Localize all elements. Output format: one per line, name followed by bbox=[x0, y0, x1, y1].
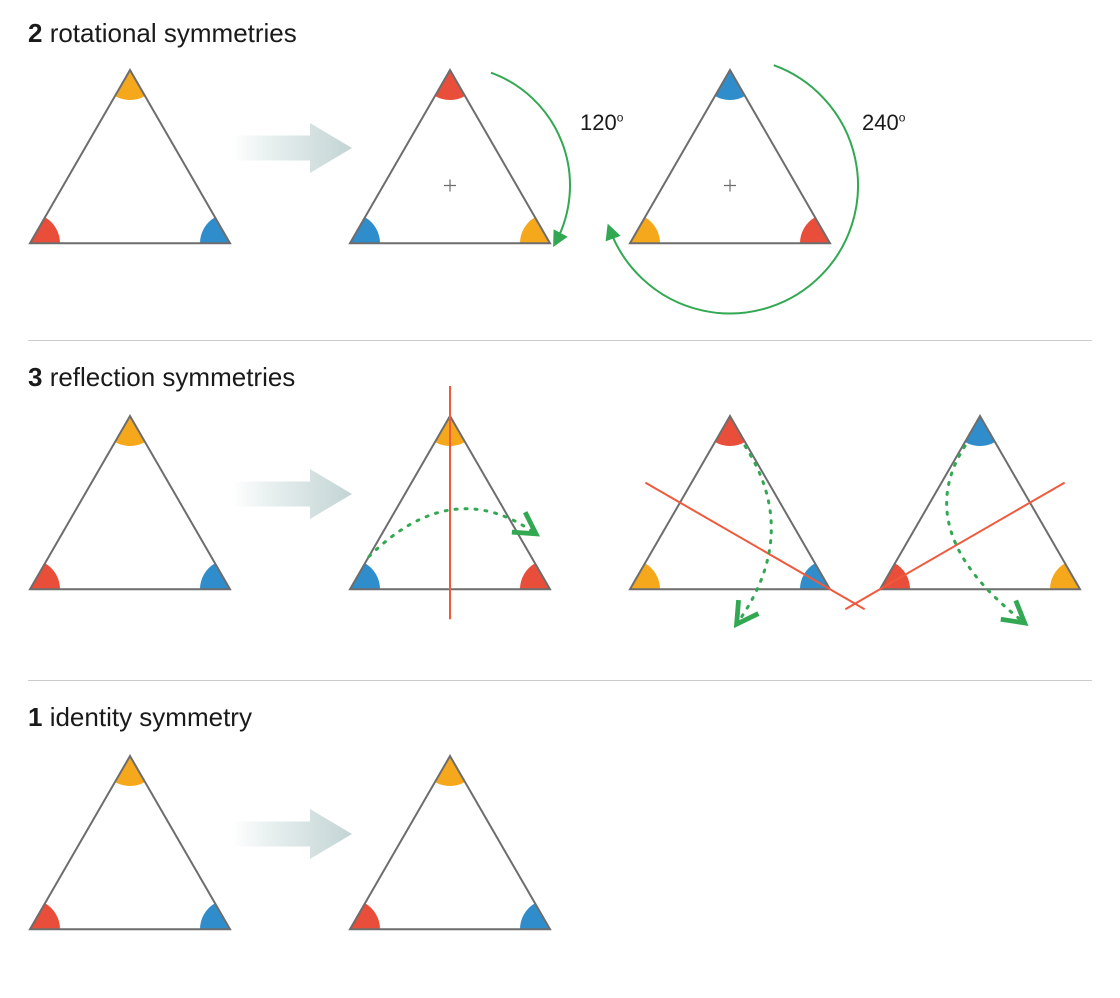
reflection-axis bbox=[645, 483, 864, 610]
corner-wedge bbox=[435, 70, 465, 100]
corner-wedge bbox=[520, 563, 550, 589]
corner-wedge bbox=[30, 217, 60, 243]
corner-wedge bbox=[200, 217, 230, 243]
corner-wedge bbox=[435, 756, 465, 786]
triangle bbox=[880, 416, 1080, 589]
corner-wedge bbox=[200, 563, 230, 589]
corner-wedge bbox=[30, 563, 60, 589]
corner-wedge bbox=[965, 416, 995, 446]
svg-stage bbox=[0, 0, 1120, 998]
center-cross-icon bbox=[444, 179, 456, 191]
corner-wedge bbox=[880, 563, 910, 589]
page-root: 2 rotational symmetries 3 reflection sym… bbox=[0, 0, 1120, 998]
transform-arrow-icon bbox=[232, 809, 352, 859]
triangle bbox=[30, 416, 230, 589]
corner-wedge bbox=[715, 70, 745, 100]
corner-wedge bbox=[630, 563, 660, 589]
reflection-axis bbox=[845, 483, 1064, 610]
triangle bbox=[350, 756, 550, 929]
rotation-arc-240 bbox=[610, 65, 858, 313]
corner-wedge bbox=[200, 903, 230, 929]
corner-wedge bbox=[630, 217, 660, 243]
corner-wedge bbox=[30, 903, 60, 929]
corner-wedge bbox=[350, 903, 380, 929]
triangle bbox=[630, 416, 830, 589]
triangle bbox=[630, 70, 830, 243]
corner-wedge bbox=[115, 416, 145, 446]
corner-wedge bbox=[800, 563, 830, 589]
transform-arrow-icon bbox=[232, 469, 352, 519]
transform-arrow-icon bbox=[232, 123, 352, 173]
flip-arc bbox=[740, 446, 771, 619]
corner-wedge bbox=[350, 217, 380, 243]
corner-wedge bbox=[1050, 563, 1080, 589]
corner-wedge bbox=[520, 217, 550, 243]
rotation-arc-120 bbox=[491, 73, 570, 242]
triangle bbox=[30, 70, 230, 243]
triangle bbox=[30, 756, 230, 929]
center-cross-icon bbox=[724, 179, 736, 191]
corner-wedge bbox=[715, 416, 745, 446]
corner-wedge bbox=[800, 217, 830, 243]
triangle bbox=[350, 70, 550, 243]
corner-wedge bbox=[115, 70, 145, 100]
corner-wedge bbox=[350, 563, 380, 589]
corner-wedge bbox=[115, 756, 145, 786]
flip-arc bbox=[947, 446, 1020, 619]
corner-wedge bbox=[520, 903, 550, 929]
